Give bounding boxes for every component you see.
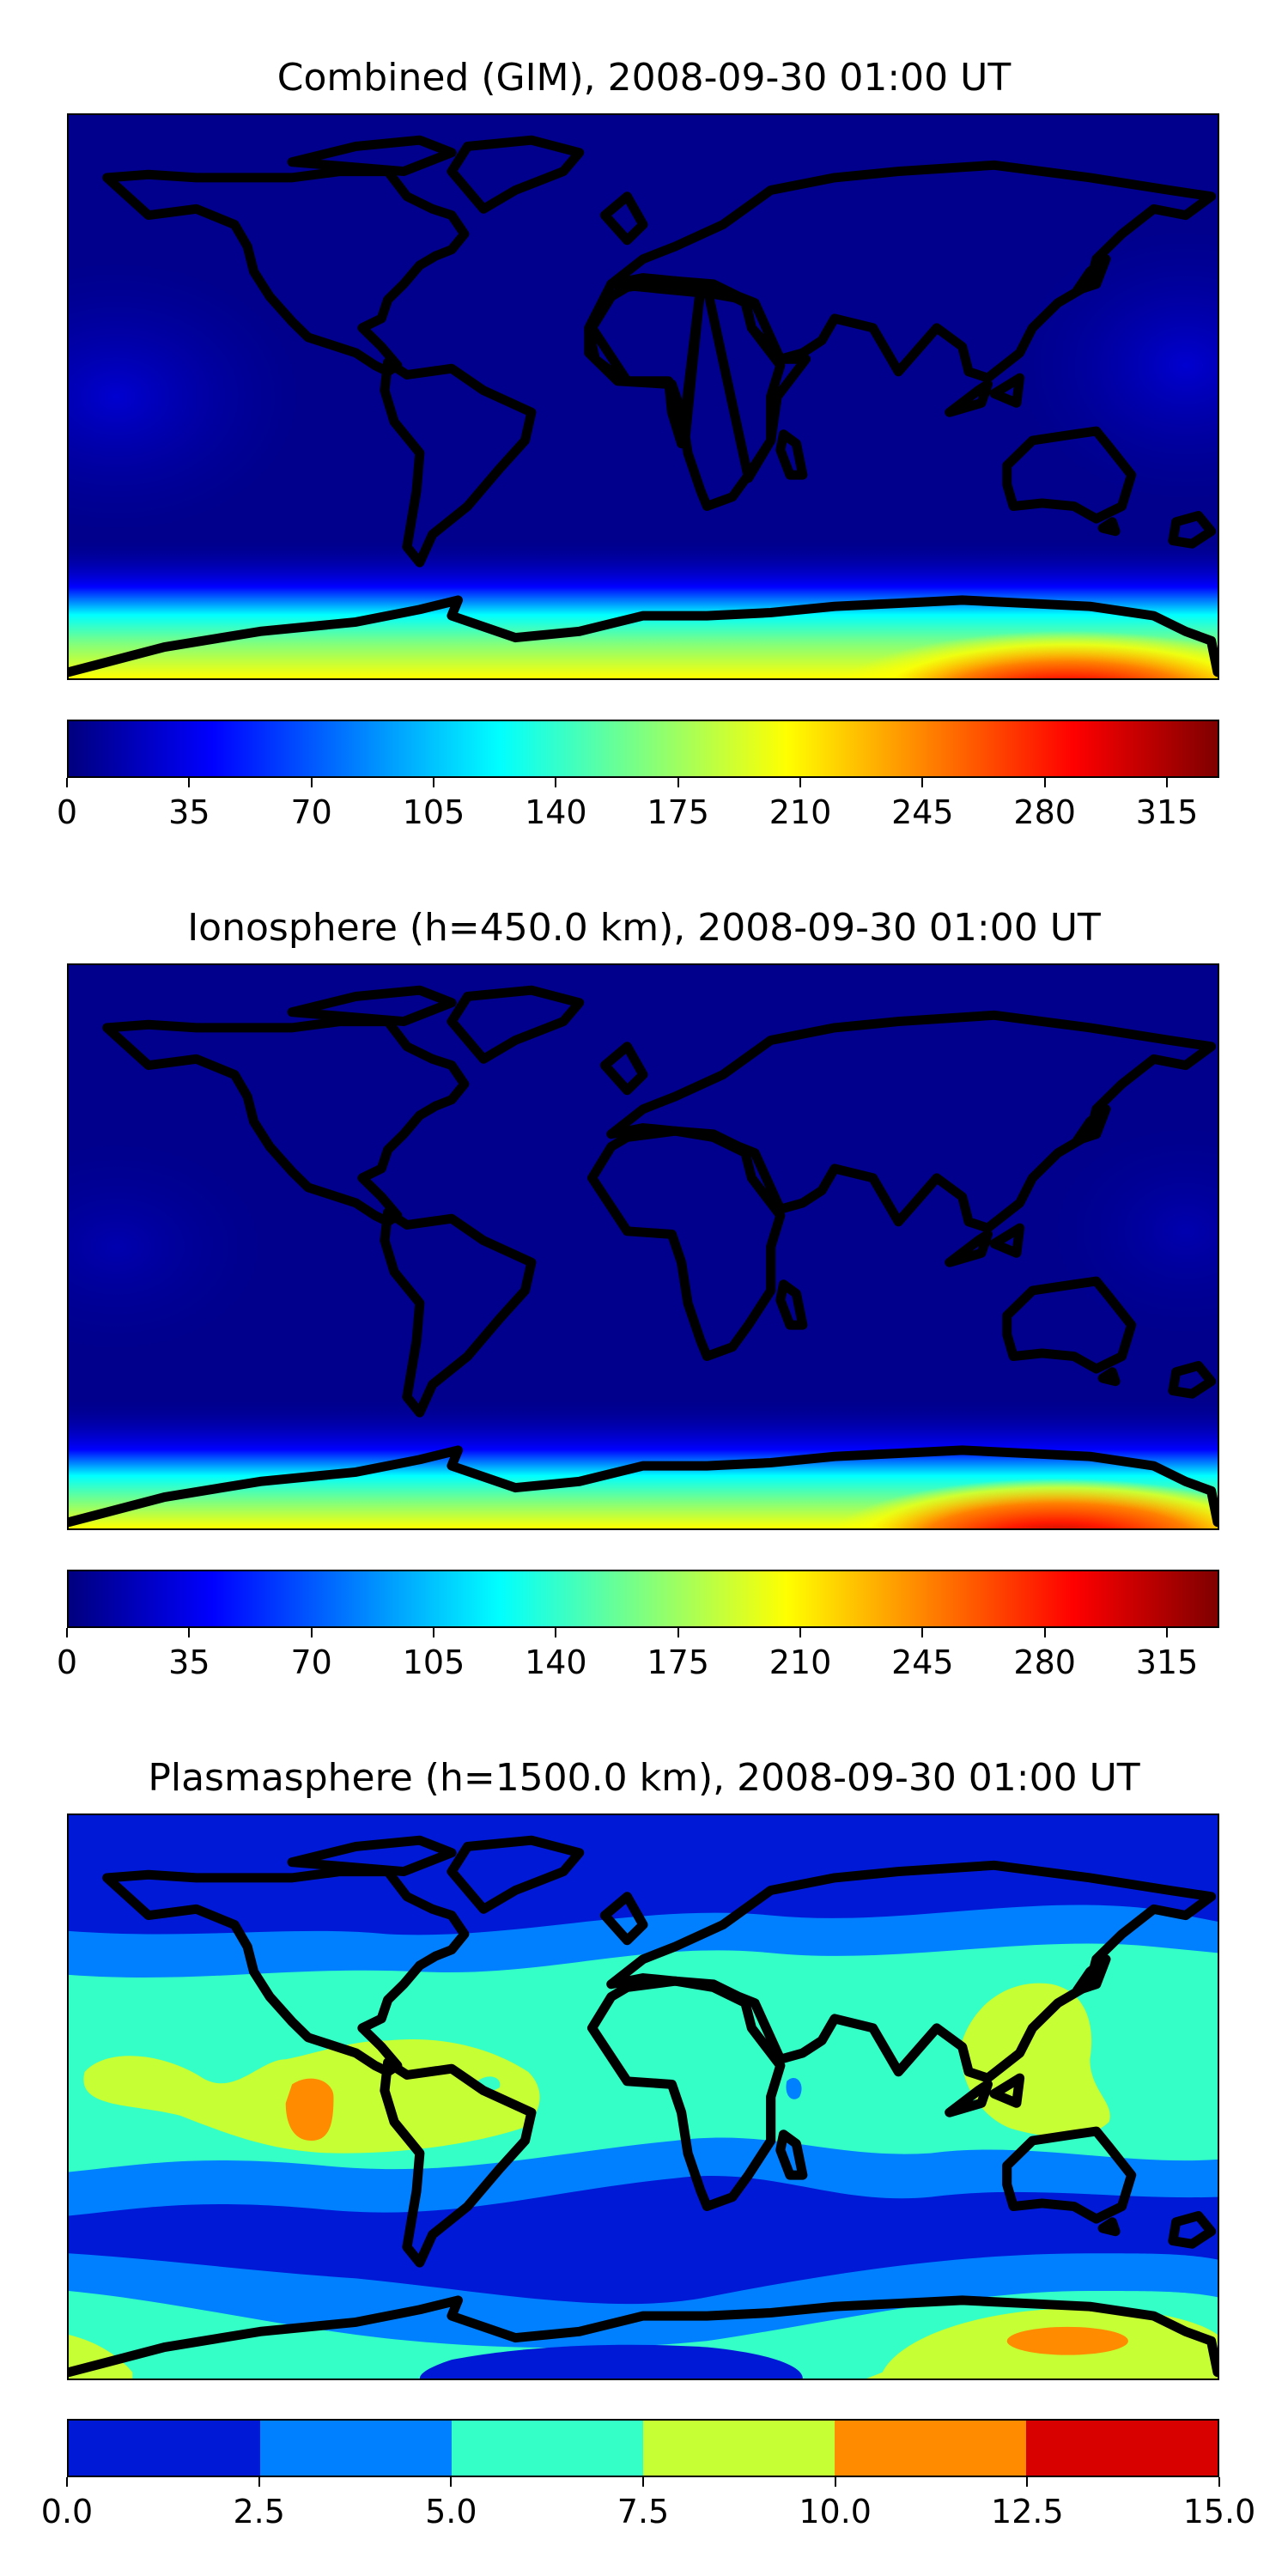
colorbar-tick-label: 12.5: [991, 2493, 1064, 2530]
colorbar-tick-label: 280: [1013, 793, 1076, 831]
colorbar-tick-mark: [921, 778, 924, 787]
colorbar-tick-mark: [310, 778, 313, 787]
colorbar-tick-mark: [188, 778, 191, 787]
colorbar-tick-mark: [1026, 2477, 1029, 2487]
colorbar-tick-label: 35: [168, 1643, 210, 1681]
level-0-2.5-south-dip: [419, 2344, 803, 2379]
colorbar-tick-label: 140: [525, 793, 587, 831]
colorbar-tick-label: 245: [891, 1643, 954, 1681]
coastlines: [69, 1835, 1218, 2378]
colorbar-combined: [67, 720, 1219, 778]
level-10-12.5-americas: [285, 2078, 334, 2142]
colorbar-tick-mark: [1218, 2477, 1220, 2487]
colorbar-tick-label: 35: [168, 793, 210, 831]
colorbar-tick-mark: [555, 1628, 557, 1637]
colorbar-tick-label: 2.5: [233, 2493, 285, 2530]
colorbar-tick-label: 10.0: [799, 2493, 872, 2530]
colorbar-tick-mark: [1043, 778, 1046, 787]
colorbar-tick-mark: [66, 778, 68, 787]
density-enhancement-west-pacific: [1026, 1106, 1218, 1357]
colorbar-tick-mark: [433, 778, 434, 787]
colorbar-tick-label: 175: [647, 793, 709, 831]
coastlines: [69, 985, 1218, 1528]
panel-title-ionosphere: Ionosphere (h=450.0 km), 2008-09-30 01:0…: [187, 906, 1101, 950]
colorbar-tick-label: 245: [891, 793, 954, 831]
colorbar-tick-mark: [799, 1628, 801, 1637]
colorbar-tick-label: 105: [402, 793, 465, 831]
colorbar-tick-mark: [1166, 1628, 1168, 1637]
panel-title-plasmasphere: Plasmasphere (h=1500.0 km), 2008-09-30 0…: [148, 1756, 1140, 1800]
colorbar-tick-mark: [450, 2477, 453, 2487]
colorbar-tick-mark: [834, 2477, 836, 2487]
colorbar-tick-label: 70: [290, 793, 332, 831]
colorbar-tick-label: 0: [56, 793, 78, 831]
coastlines: [69, 135, 1218, 677]
colorbar-tick-mark: [1166, 778, 1168, 787]
colorbar-tick-label: 70: [290, 1643, 332, 1681]
colorbar-tick-mark: [433, 1628, 434, 1637]
colorbar-ticks-ionosphere: 0 35 70 105 140 175 210 245 280 315: [57, 1628, 1219, 1681]
colorbar-tick-label: 105: [402, 1643, 465, 1681]
south-polar-maximum: [828, 603, 1218, 678]
colorbar-tick-mark: [66, 1628, 68, 1637]
colorbar-tick-mark: [799, 778, 801, 787]
colorbar-tick-label: 175: [647, 1643, 709, 1681]
level-10-12.5-south-max: [1006, 2326, 1128, 2355]
level-2.5-5-africa-spot: [786, 2077, 802, 2099]
colorbar-tick-label: 280: [1013, 1643, 1076, 1681]
colorbar-tick-label: 7.5: [617, 2493, 670, 2530]
colorbar-tick-mark: [66, 2477, 68, 2487]
colorbar-tick-mark: [677, 1628, 679, 1637]
colorbar-tick-label: 0: [56, 1643, 78, 1681]
colorbar-tick-mark: [1043, 1628, 1046, 1637]
colorbar-tick-label: 140: [525, 1643, 587, 1681]
density-enhancement-pacific: [69, 1121, 293, 1372]
colorbar-tick-mark: [188, 1628, 191, 1637]
colorbar-tick-label: 15.0: [1182, 2493, 1256, 2530]
colorbar-tick-label: 210: [769, 793, 832, 831]
colorbar-tick-mark: [642, 2477, 644, 2487]
colorbar-tick-mark: [921, 1628, 924, 1637]
colorbar-plasmasphere: [67, 2419, 1219, 2477]
density-enhancement-pacific: [69, 256, 308, 538]
colorbar-tick-mark: [310, 1628, 313, 1637]
colorbar-ionosphere: [67, 1570, 1219, 1628]
colorbar-ticks-combined: 0 35 70 105 140 175 210 245 280 315: [57, 778, 1219, 831]
colorbar-tick-label: 315: [1135, 1643, 1199, 1681]
colorbar-tick-mark: [677, 778, 679, 787]
panel-title-combined: Combined (GIM), 2008-09-30 01:00 UT: [276, 56, 1012, 100]
colorbar-tick-label: 0.0: [40, 2493, 94, 2530]
map-plasmasphere: [67, 1814, 1219, 2380]
colorbar-tick-label: 210: [769, 1643, 832, 1681]
colorbar-tick-mark: [555, 778, 557, 787]
colorbar-ticks-plasmasphere: 0.0 2.5 5.0 7.5 10.0 12.5 15.0: [41, 2477, 1255, 2530]
map-combined: [67, 113, 1219, 680]
colorbar-tick-label: 315: [1135, 793, 1199, 831]
colorbar-tick-mark: [258, 2477, 260, 2487]
colorbar-tick-label: 5.0: [425, 2493, 477, 2530]
south-polar-maximum: [828, 1453, 1218, 1528]
map-ionosphere: [67, 963, 1219, 1530]
